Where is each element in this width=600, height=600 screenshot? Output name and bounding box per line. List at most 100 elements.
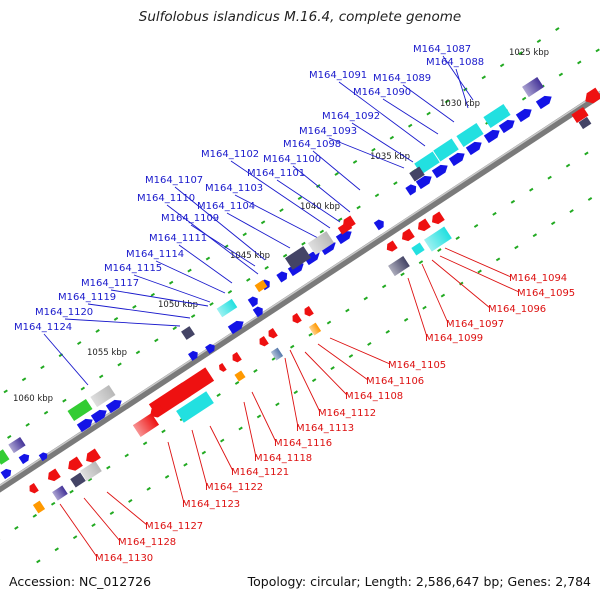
track-dot <box>577 60 582 65</box>
track-dot <box>518 51 523 56</box>
gene-feature <box>86 448 101 463</box>
track-dot <box>227 290 233 294</box>
track-dot <box>558 72 564 77</box>
track-dot <box>334 172 339 176</box>
gene-feature <box>388 256 410 276</box>
gene-label-forward[interactable]: M164_1117 <box>81 278 139 289</box>
gene-label-reverse[interactable]: M164_1128 <box>118 537 176 548</box>
track-dot <box>407 123 413 128</box>
label-leader <box>304 351 348 396</box>
track-dot <box>95 329 100 333</box>
gene-label-reverse[interactable]: M164_1112 <box>318 408 376 419</box>
track-dot <box>87 477 93 482</box>
gene-label-forward[interactable]: M164_1114 <box>126 249 184 260</box>
gene-feature <box>32 500 46 514</box>
gene-feature <box>29 483 39 494</box>
gene-feature <box>465 141 482 156</box>
gene-label-reverse[interactable]: M164_1123 <box>182 499 240 510</box>
gene-label-reverse[interactable]: M164_1116 <box>274 438 332 449</box>
gene-label-forward[interactable]: M164_1119 <box>58 292 116 303</box>
track-dot <box>3 389 8 394</box>
track-dot <box>209 302 214 306</box>
label-leader <box>292 165 351 213</box>
gene-label-reverse[interactable]: M164_1096 <box>488 304 546 315</box>
gene-label-forward[interactable]: M164_1088 <box>426 57 484 68</box>
gene-label-reverse[interactable]: M164_1108 <box>345 391 403 402</box>
track-dot <box>352 159 358 164</box>
gene-feature <box>47 468 61 482</box>
kbp-ticks: 1025 kbp 1030 kbp 1035 kbp 1040 kbp 1045 kbp… <box>13 48 549 404</box>
gene-label-reverse[interactable]: M164_1122 <box>205 482 263 493</box>
gene-label-forward[interactable]: M164_1092 <box>322 111 380 122</box>
track-dot <box>50 501 56 506</box>
kbp-tick-label: 1050 kbp <box>158 300 198 310</box>
gene-label-reverse[interactable]: M164_1113 <box>296 423 354 434</box>
gene-label-reverse[interactable]: M164_1095 <box>517 288 575 299</box>
gene-label-reverse[interactable]: M164_1121 <box>231 467 289 478</box>
gene-label-forward[interactable]: M164_1109 <box>161 213 219 224</box>
gene-label-forward[interactable]: M164_1120 <box>35 307 93 318</box>
track-dot <box>109 511 115 515</box>
track-dot <box>36 559 41 564</box>
gene-label-reverse[interactable]: M164_1130 <box>95 553 153 564</box>
gene-label-forward[interactable]: M164_1093 <box>299 126 357 137</box>
gene-label-forward[interactable]: M164_1091 <box>309 70 367 81</box>
track-dot <box>168 280 174 285</box>
gene-label-reverse[interactable]: M164_1118 <box>254 453 312 464</box>
gene-label-forward[interactable]: M164_1124 <box>14 322 72 333</box>
gene-feature <box>411 242 425 256</box>
label-leader <box>166 204 259 275</box>
track-dot <box>146 486 151 491</box>
label-leader <box>43 333 89 386</box>
track-dot <box>220 438 225 443</box>
gene-label-forward[interactable]: M164_1090 <box>353 87 411 98</box>
gene-feature <box>216 298 238 318</box>
track-dot <box>426 111 431 116</box>
gene-label-forward[interactable]: M164_1098 <box>283 139 341 150</box>
gene-label-reverse[interactable]: M164_1099 <box>425 333 483 344</box>
gene-label-forward[interactable]: M164_1103 <box>205 183 263 194</box>
gene-feature <box>0 468 12 480</box>
gene-label-reverse[interactable]: M164_1094 <box>509 273 567 284</box>
gene-label-forward[interactable]: M164_1087 <box>413 44 471 55</box>
gene-label-forward[interactable]: M164_1102 <box>201 149 259 160</box>
track-dot <box>363 296 368 301</box>
track-dot <box>282 253 288 258</box>
track-dot <box>338 217 343 222</box>
gene-label-forward[interactable]: M164_1107 <box>145 175 203 186</box>
gene-label-forward[interactable]: M164_1101 <box>247 168 305 179</box>
gene-label-reverse[interactable]: M164_1097 <box>446 319 504 330</box>
track-dot <box>389 135 395 140</box>
gene-feature <box>433 138 459 162</box>
gene-label-forward[interactable]: M164_1111 <box>149 233 207 244</box>
gene-feature <box>373 219 384 231</box>
kbp-tick-label: 1060 kbp <box>13 394 53 404</box>
gene-feature <box>483 129 500 144</box>
gene-label-forward[interactable]: M164_1115 <box>104 263 162 274</box>
track-dot <box>311 378 317 383</box>
track-dot <box>481 75 486 80</box>
gene-label-reverse[interactable]: M164_1106 <box>366 376 424 387</box>
gene-feature <box>0 449 10 465</box>
label-leader <box>234 194 319 239</box>
gene-label-forward[interactable]: M164_1104 <box>197 201 255 212</box>
track-dot <box>256 414 262 419</box>
track-dot <box>183 462 188 467</box>
track-dot <box>187 268 192 273</box>
track-dot <box>297 196 303 201</box>
gene-label-reverse[interactable]: M164_1127 <box>145 521 203 532</box>
track-dot <box>124 453 129 458</box>
track-dot <box>142 441 148 446</box>
track-dot <box>91 523 96 528</box>
track-dot <box>459 281 464 286</box>
gene-feature <box>38 452 48 462</box>
gene-label-forward[interactable]: M164_1089 <box>373 73 431 84</box>
gene-label-forward[interactable]: M164_1100 <box>263 154 321 165</box>
track-dot <box>584 151 589 156</box>
gene-label-reverse[interactable]: M164_1105 <box>388 360 446 371</box>
kbp-tick-label: 1030 kbp <box>440 99 480 109</box>
gene-label-forward[interactable]: M164_1110 <box>137 193 195 204</box>
track-dot <box>319 229 325 234</box>
track-dot <box>205 256 211 261</box>
